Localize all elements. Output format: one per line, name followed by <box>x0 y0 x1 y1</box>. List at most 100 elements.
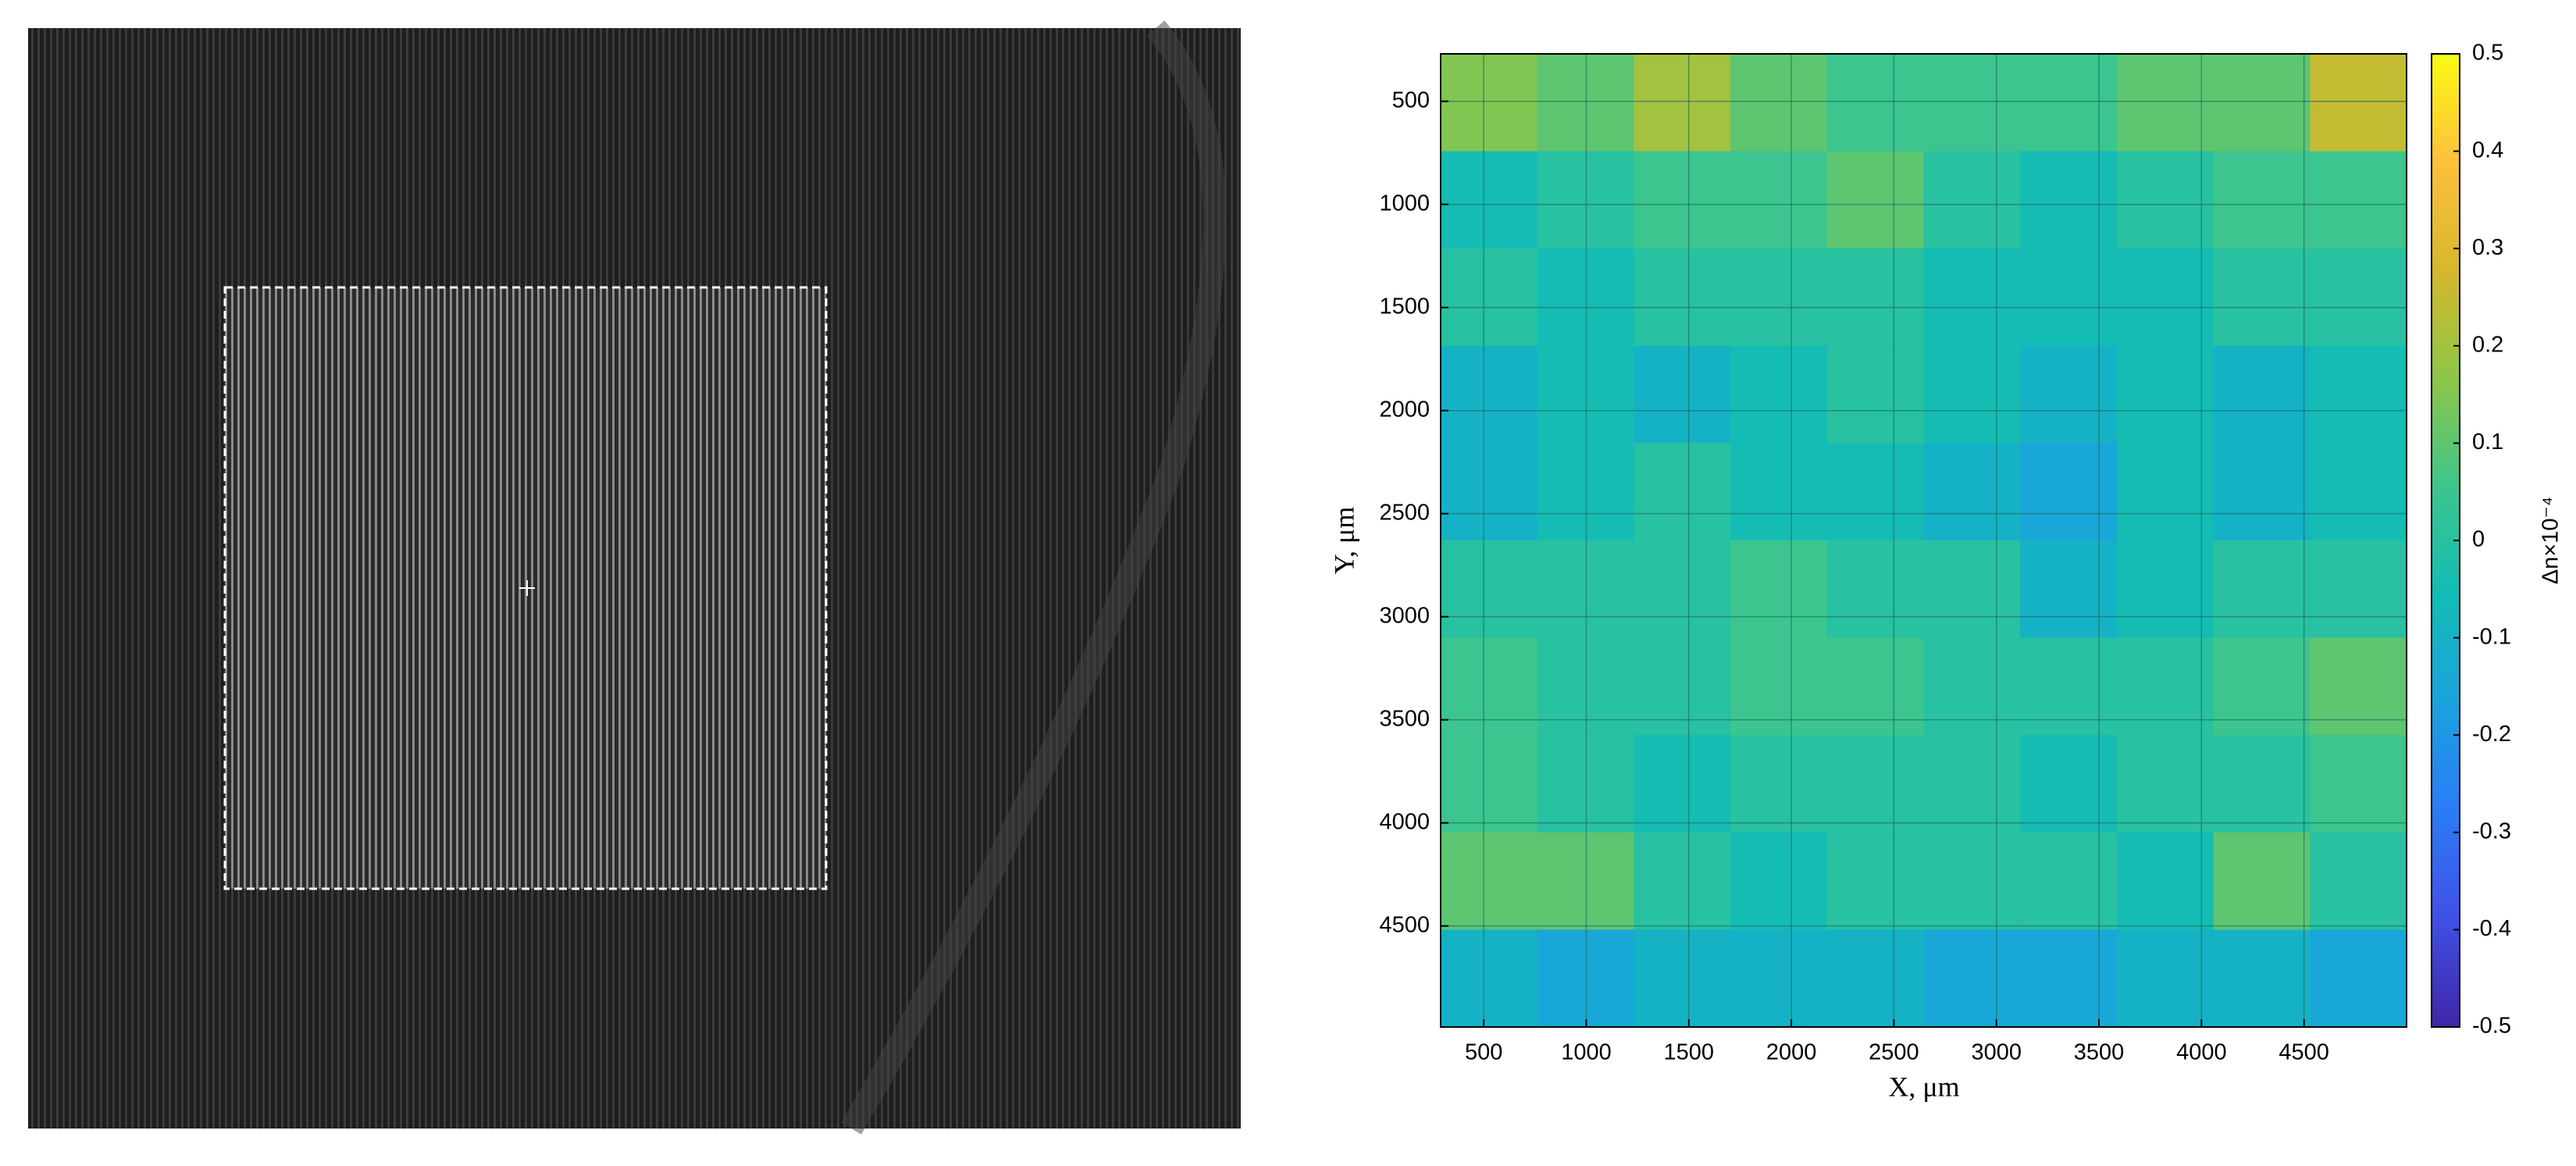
heat-cell <box>1441 54 1538 152</box>
heat-cell <box>2116 832 2214 930</box>
heat-cell <box>2020 735 2118 833</box>
heat-cell <box>2310 540 2407 639</box>
y-tick-label: 3500 <box>1379 706 1430 731</box>
heatmap-panel: 500 1000 1500 2000 2500 3000 3500 4000 4500 500 10… <box>1379 41 2511 1065</box>
heat-cell <box>1441 443 1538 541</box>
heat-cell <box>2020 832 2118 930</box>
heat-cell <box>1441 832 1538 930</box>
heat-cell <box>1441 151 1538 249</box>
heat-cell <box>1923 345 2021 444</box>
y-tick-label: 3000 <box>1379 603 1430 628</box>
heat-cell <box>1923 248 2021 347</box>
heat-cell <box>1923 735 2021 833</box>
heat-cell <box>2116 540 2214 639</box>
heat-cell <box>2020 929 2118 1028</box>
heat-cell <box>1634 443 1731 541</box>
heat-cell <box>1730 929 1828 1028</box>
y-tick-label: 2000 <box>1379 397 1430 422</box>
heat-cell <box>1826 637 1924 736</box>
heat-cell <box>2116 345 2214 444</box>
image-arc <box>841 20 1227 1135</box>
heat-cell <box>1923 929 2021 1028</box>
heat-cell <box>2020 637 2118 736</box>
colorbar-tick-label: 0.4 <box>2472 137 2503 162</box>
heat-cell <box>1730 637 1828 736</box>
heat-cell <box>2213 54 2311 152</box>
heat-cell <box>1730 54 1828 152</box>
heat-cell <box>1730 443 1828 541</box>
heat-cell <box>2116 637 2214 736</box>
heat-cell <box>2213 832 2311 930</box>
selection-box <box>223 286 828 890</box>
heat-cell <box>1730 151 1828 249</box>
x-tick-label: 2000 <box>1766 1040 1817 1065</box>
heat-cell <box>1826 540 1924 639</box>
heat-cell <box>2310 929 2407 1028</box>
y-axis-label: Y, μm <box>1328 507 1359 575</box>
heat-cell <box>2310 248 2407 347</box>
heat-cell <box>1730 248 1828 347</box>
heat-cell <box>2116 54 2214 152</box>
heat-cell <box>1441 345 1538 444</box>
colorbar-tick-label: 0.5 <box>2472 41 2503 66</box>
heat-cell <box>1923 151 2021 249</box>
heat-cell <box>1730 540 1828 639</box>
heat-cell <box>1634 832 1731 930</box>
y-tick-label: 500 <box>1392 87 1430 112</box>
heat-cell <box>1634 637 1731 736</box>
heat-cell <box>1923 54 2021 152</box>
heat-cell <box>1634 735 1731 833</box>
heat-cell <box>2020 540 2118 639</box>
heat-cell <box>2310 832 2407 930</box>
heat-cell <box>2310 443 2407 541</box>
heat-cell <box>2310 637 2407 736</box>
heat-cell <box>2020 54 2118 152</box>
heat-cell <box>1826 443 1924 541</box>
x-tick-label: 4500 <box>2278 1040 2329 1065</box>
heat-cell <box>1826 929 1924 1028</box>
heat-cell <box>2116 151 2214 249</box>
heat-cell <box>1826 735 1924 833</box>
y-tick-label: 1500 <box>1379 294 1430 319</box>
colorbar-tick-label: -0.3 <box>2472 818 2511 843</box>
x-tick-label: 1500 <box>1664 1040 1715 1065</box>
heat-cell <box>2213 540 2311 639</box>
x-tick-label: 500 <box>1465 1040 1502 1065</box>
heat-cell <box>1634 540 1731 639</box>
heat-cell <box>2213 637 2311 736</box>
colorbar-tick-label: 0.3 <box>2472 235 2503 260</box>
y-tick-label: 2500 <box>1379 500 1430 525</box>
heat-cell <box>1826 345 1924 444</box>
colorbar-tick-label: 0.1 <box>2472 430 2503 455</box>
colorbar-tick-label: 0 <box>2472 527 2485 552</box>
heat-cell <box>2116 735 2214 833</box>
colorbar-tick-label: -0.4 <box>2472 916 2511 941</box>
heat-cell <box>1441 248 1538 347</box>
x-tick-label: 3500 <box>2074 1040 2125 1065</box>
heat-cell <box>2213 345 2311 444</box>
x-tick-label: 2500 <box>1869 1040 1919 1065</box>
heat-cell <box>1634 345 1731 444</box>
heat-cell <box>1826 248 1924 347</box>
heat-cell <box>2213 735 2311 833</box>
heat-cell <box>1634 54 1731 152</box>
center-marker <box>519 580 535 596</box>
heat-cell <box>2310 54 2407 152</box>
plot-frame <box>1440 53 2407 1028</box>
heat-cell <box>1730 345 1828 444</box>
y-tick-label: 1000 <box>1379 191 1430 216</box>
heat-cell <box>1441 637 1538 736</box>
x-tick-label: 1000 <box>1561 1040 1612 1065</box>
fringe-image <box>28 20 1241 1135</box>
heat-cell <box>2310 735 2407 833</box>
heat-cell <box>2213 248 2311 347</box>
heat-cell <box>2213 151 2311 249</box>
heat-cell <box>2310 151 2407 249</box>
heat-cell <box>1923 832 2021 930</box>
heat-cell <box>2116 248 2214 347</box>
heat-cell <box>2116 443 2214 541</box>
heat-cell <box>2213 929 2311 1028</box>
heat-cell <box>2020 248 2118 347</box>
heat-cell <box>1730 832 1828 930</box>
